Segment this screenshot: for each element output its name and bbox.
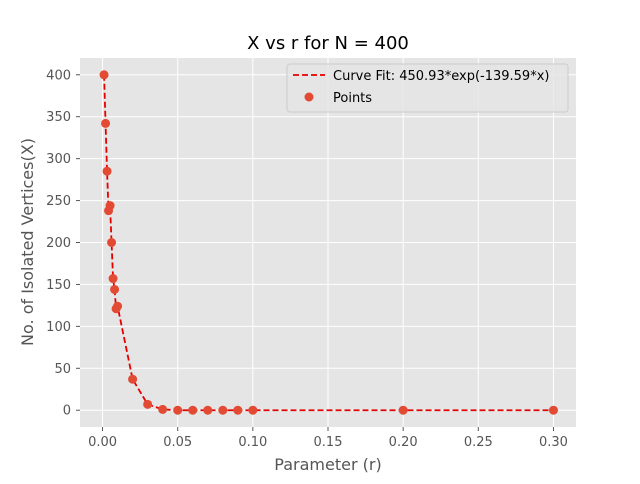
- data-point: [143, 399, 153, 409]
- legend-points-label: Points: [333, 91, 372, 106]
- data-point: [105, 201, 115, 211]
- y-tick-label: 200: [46, 236, 71, 251]
- x-axis-ticks: 0.00 0.05 0.10 0.15 0.20 0.25 0.30: [88, 427, 568, 450]
- x-tick-label: 0.15: [314, 435, 343, 450]
- legend-fit-label: Curve Fit: 450.93*exp(-139.59*x): [333, 69, 549, 84]
- data-point: [99, 70, 109, 80]
- y-axis-ticks: 0 50 100 150 200 250 300 350 400: [46, 68, 80, 419]
- data-point: [113, 301, 123, 311]
- data-point: [218, 405, 228, 415]
- legend: Curve Fit: 450.93*exp(-139.59*x) Points: [286, 63, 569, 113]
- data-point: [108, 274, 118, 284]
- x-tick-label: 0.30: [539, 435, 568, 450]
- data-point: [102, 166, 112, 176]
- data-point: [203, 405, 213, 415]
- legend-points-swatch: [304, 92, 314, 102]
- data-point: [110, 284, 120, 294]
- data-point: [233, 405, 243, 415]
- y-tick-label: 100: [46, 320, 71, 335]
- y-axis-label: No. of Isolated Vertices(X): [18, 138, 37, 346]
- x-tick-label: 0.25: [464, 435, 493, 450]
- data-point: [158, 404, 168, 414]
- x-tick-label: 0.00: [88, 435, 117, 450]
- data-point: [101, 118, 111, 128]
- y-tick-label: 350: [46, 110, 71, 125]
- data-point: [398, 405, 408, 415]
- x-tick-label: 0.05: [163, 435, 192, 450]
- y-tick-label: 300: [46, 152, 71, 167]
- data-point: [107, 238, 117, 247]
- data-point: [128, 374, 138, 384]
- y-tick-label: 50: [54, 362, 71, 377]
- y-tick-label: 150: [46, 278, 71, 293]
- y-tick-label: 250: [46, 194, 71, 209]
- chart-title: X vs r for N = 400: [247, 33, 409, 54]
- data-point: [548, 405, 558, 415]
- y-tick-label: 0: [63, 404, 71, 419]
- legend-box: [286, 63, 569, 113]
- data-point: [188, 405, 198, 415]
- x-tick-label: 0.20: [389, 435, 418, 450]
- data-point: [248, 405, 258, 415]
- x-tick-label: 0.10: [238, 435, 267, 450]
- x-axis-label: Parameter (r): [274, 455, 381, 474]
- y-tick-label: 400: [46, 68, 71, 83]
- points-layer: [99, 70, 558, 415]
- data-point: [173, 405, 183, 415]
